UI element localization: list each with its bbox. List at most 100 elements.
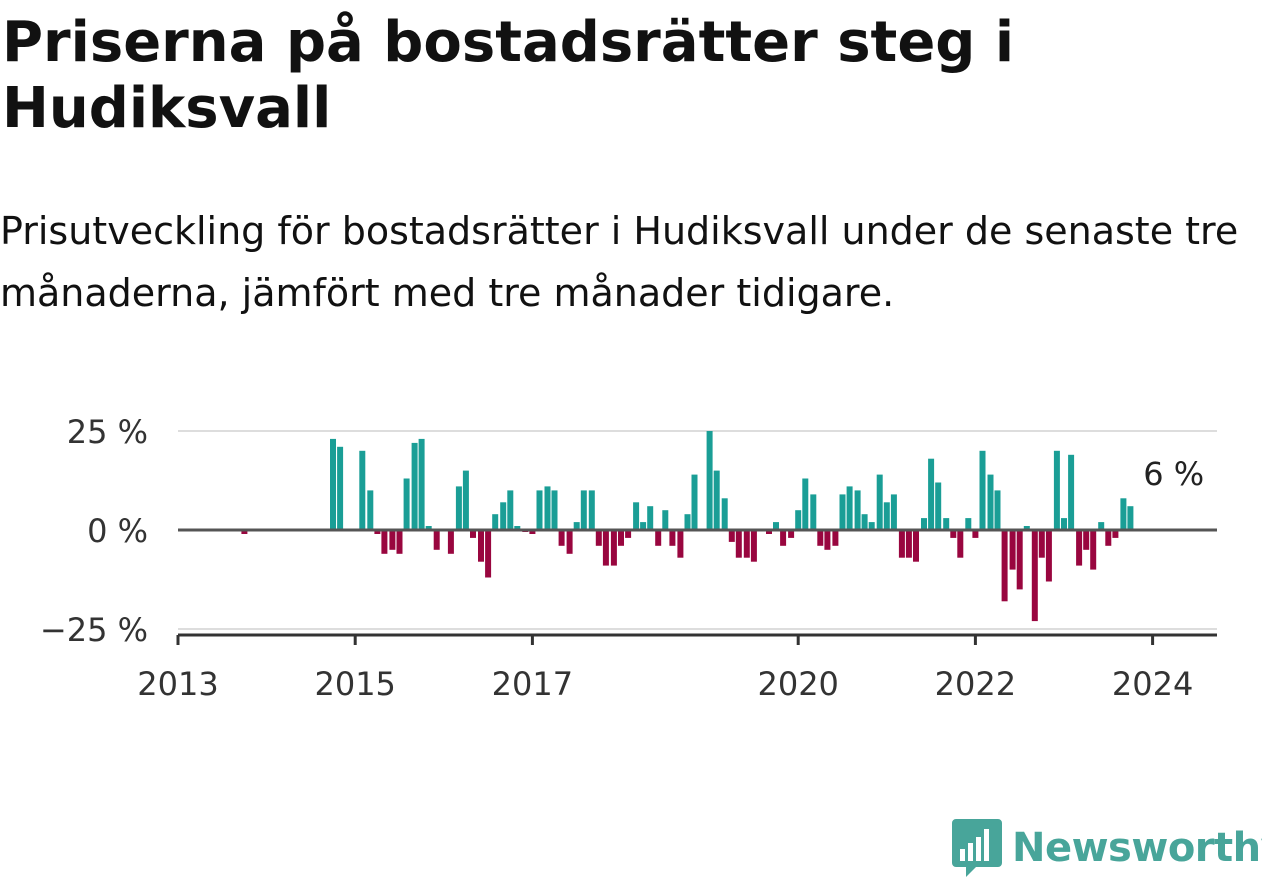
- bar: [839, 494, 846, 530]
- bar: [447, 530, 454, 554]
- bars: [241, 431, 1134, 622]
- bar: [780, 530, 787, 546]
- bar: [381, 530, 388, 554]
- bar: [728, 530, 735, 542]
- brand-name: Newsworthy: [1012, 825, 1262, 871]
- bar: [359, 450, 366, 530]
- bar: [802, 478, 809, 530]
- bar: [854, 490, 861, 530]
- bar: [987, 474, 994, 530]
- bar: [1083, 530, 1090, 550]
- axes: [176, 528, 1217, 645]
- bar: [913, 530, 919, 562]
- bar: [721, 498, 728, 530]
- bar: [846, 486, 853, 530]
- bar: [433, 530, 440, 550]
- bar: [773, 522, 779, 530]
- bar: [735, 530, 742, 558]
- bar: [950, 530, 957, 538]
- brand-logo[interactable]: Newsworthy: [952, 819, 1262, 877]
- bar: [640, 522, 647, 530]
- bar: [972, 530, 979, 538]
- bar: [1120, 498, 1127, 530]
- bar: [573, 522, 580, 530]
- bar: [1001, 530, 1008, 602]
- bar: [824, 530, 831, 550]
- bar: [943, 518, 950, 530]
- bar: [921, 518, 927, 530]
- bar: [883, 502, 890, 530]
- bar: [478, 530, 484, 562]
- bar: [890, 494, 897, 530]
- bar: [1105, 530, 1112, 546]
- bar: [868, 522, 875, 530]
- bar: [462, 470, 469, 530]
- bar: [625, 530, 632, 538]
- x-tick-label: 2020: [757, 665, 838, 703]
- x-tick-label: 2015: [314, 665, 395, 703]
- bar: [713, 470, 720, 530]
- bar: [928, 458, 935, 530]
- bar: [706, 431, 713, 530]
- bar: [595, 530, 602, 546]
- bar: [766, 530, 772, 534]
- x-tick-label: 2022: [935, 665, 1016, 703]
- bar: [832, 530, 839, 546]
- bar: [367, 490, 374, 530]
- bar: [810, 494, 817, 530]
- bar: [618, 530, 624, 546]
- bar: [1127, 506, 1134, 530]
- bar: [374, 530, 381, 534]
- bar: [1061, 518, 1067, 530]
- bar: [1053, 450, 1060, 530]
- bar: [536, 490, 543, 530]
- tick-labels: 25 % 0 % −25 % 2013 2015 2017 2020 2022 2024 6 %: [40, 413, 1204, 703]
- bar: [396, 530, 403, 554]
- grid-lines: [178, 430, 1217, 630]
- bar: [418, 438, 425, 530]
- bar: [898, 530, 905, 558]
- bar: [566, 530, 573, 554]
- bar: [979, 450, 986, 530]
- bar: [662, 510, 669, 530]
- bar: [425, 526, 432, 530]
- bar: [788, 530, 795, 538]
- bar: [403, 478, 410, 530]
- bar: [580, 490, 587, 530]
- bar: [529, 530, 536, 534]
- y-tick-label: 25 %: [67, 413, 148, 451]
- x-tick-label: 2013: [137, 665, 218, 703]
- x-tick-label: 2017: [492, 665, 573, 703]
- bar: [957, 530, 964, 558]
- bar: [1112, 530, 1119, 538]
- bar: [965, 518, 972, 530]
- bar: [795, 510, 802, 530]
- bar: [411, 442, 418, 530]
- bar: [1090, 530, 1097, 570]
- last-value-label: 6 %: [1143, 455, 1204, 493]
- bar: [1009, 530, 1016, 570]
- bar: [677, 530, 684, 558]
- bar: [1098, 522, 1105, 530]
- bar: [455, 486, 462, 530]
- bar: [1031, 530, 1038, 622]
- bar: [1038, 530, 1045, 558]
- bar: [861, 514, 868, 530]
- bar: [492, 514, 499, 530]
- bar: [558, 530, 565, 546]
- x-tick-label: 2024: [1112, 665, 1193, 703]
- bar: [1076, 530, 1083, 566]
- bar: [817, 530, 824, 546]
- newsworthy-logo-icon: [952, 819, 1002, 877]
- bar: [470, 530, 476, 538]
- bar: [507, 490, 514, 530]
- bar: [337, 446, 344, 530]
- bar: [935, 482, 942, 530]
- bar: [994, 490, 1001, 530]
- bar: [1016, 530, 1023, 590]
- chart-title: Priserna på bostadsrätter steg i Hudiksv…: [2, 10, 1015, 141]
- bar: [551, 490, 558, 530]
- bar: [241, 530, 248, 534]
- bar: [743, 530, 750, 558]
- bar: [500, 502, 507, 530]
